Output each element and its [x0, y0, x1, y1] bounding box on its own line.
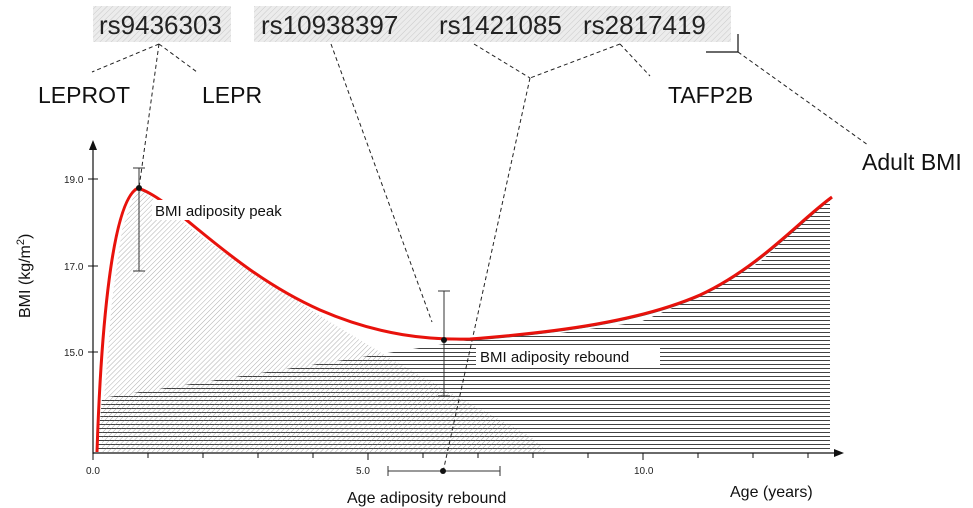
peak-point [136, 185, 142, 191]
gene-lepr: LEPR [202, 82, 262, 108]
age-rebound-point [440, 468, 446, 474]
age-rebound-label: Age adiposity rebound [347, 490, 506, 507]
y-tick-17: 17.0 [64, 262, 84, 273]
y-axis-title: BMI (kg/m2) [15, 234, 34, 318]
gene-tafp2b: TAFP2B [668, 82, 753, 108]
snp-box-1 [93, 6, 231, 42]
bmi-curve [95, 186, 833, 453]
y-tick-15: 15.0 [64, 348, 84, 359]
y-axis [88, 140, 98, 454]
snp-rs2817419: rs2817419 [583, 10, 706, 40]
rebound-error-bar [438, 290, 450, 397]
x-tick-5: 5.0 [356, 466, 370, 477]
snp-box-2 [254, 6, 731, 42]
peak-region [100, 188, 548, 452]
rebound-label-bg [476, 346, 660, 366]
x-tick-10: 10.0 [634, 466, 654, 477]
x-tick-0: 0.0 [86, 466, 100, 477]
x-axis-title: Age (years) [730, 484, 813, 501]
snp-rs10938397: rs10938397 [261, 10, 398, 40]
peak-label: BMI adiposity peak [155, 203, 282, 220]
rebound-label: BMI adiposity rebound [480, 349, 629, 366]
y-tick-19: 19.0 [64, 175, 84, 186]
snp-rs9436303: rs9436303 [99, 10, 222, 40]
peak-label-bg [152, 200, 312, 220]
snp-rs1421085: rs1421085 [439, 10, 562, 40]
adult-bmi-label: Adult BMI [862, 149, 962, 175]
rebound-point [441, 337, 447, 343]
gene-leprot: LEPROT [38, 82, 130, 108]
x-axis [92, 449, 844, 460]
